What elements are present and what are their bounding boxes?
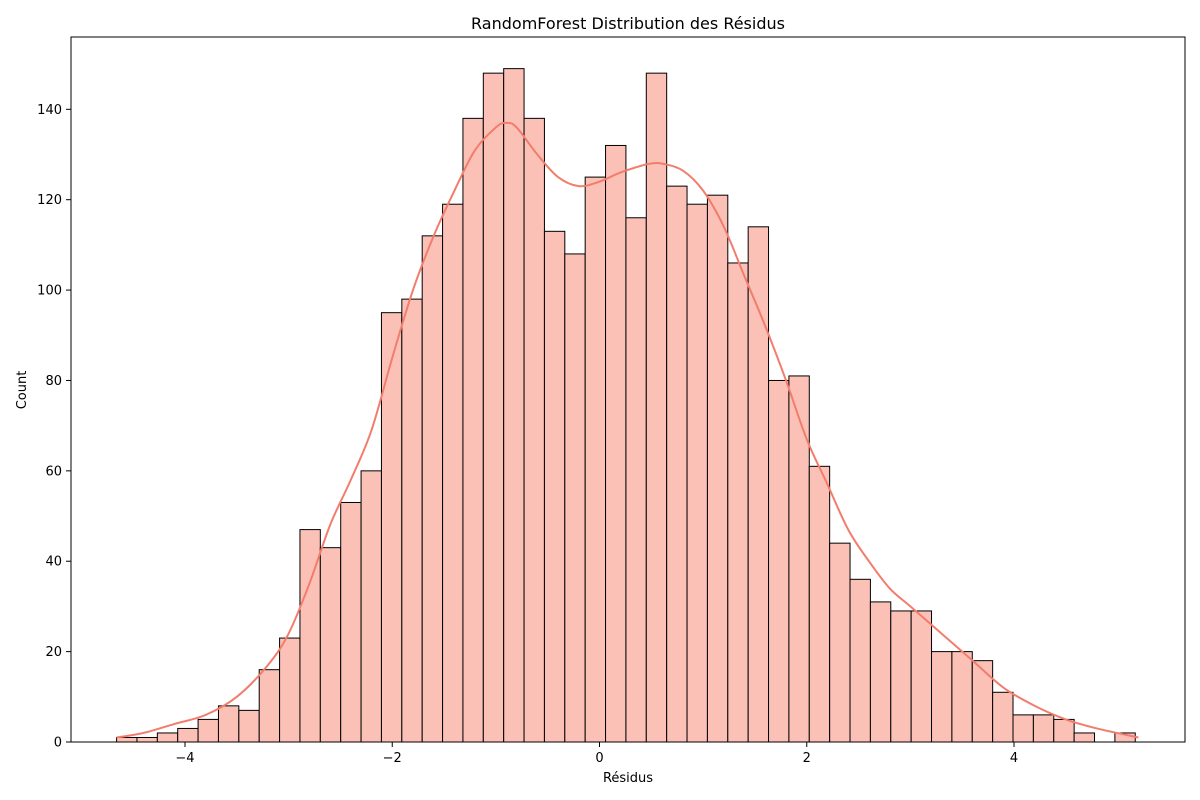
- histogram-bar: [421, 235, 444, 743]
- y-axis-label: Count: [15, 371, 30, 410]
- histogram-bar: [177, 727, 199, 743]
- histogram-bar: [727, 262, 749, 743]
- y-tick-label: 0: [54, 736, 62, 751]
- y-tick-label: 40: [45, 555, 62, 570]
- histogram-bar: [482, 72, 505, 743]
- histogram-bar: [1032, 714, 1055, 743]
- histogram-bar: [564, 253, 586, 743]
- histogram-bar: [768, 379, 790, 743]
- histogram-bar: [462, 117, 484, 743]
- x-tick-label: −4: [175, 751, 194, 766]
- histogram-bar: [319, 547, 342, 743]
- histogram-bar: [238, 709, 260, 743]
- kde-curve: [116, 121, 1139, 739]
- x-axis-label: Résidus: [603, 771, 653, 786]
- histogram-bar: [1073, 732, 1096, 743]
- histogram-bar: [1012, 714, 1034, 743]
- histogram-bar: [645, 72, 668, 743]
- histogram-bar: [279, 637, 301, 743]
- histogram-bar: [951, 651, 973, 743]
- histogram-bar: [116, 736, 138, 743]
- histogram-bar: [849, 578, 871, 743]
- y-tick-label: 120: [37, 193, 62, 208]
- histogram-bar: [788, 375, 810, 743]
- histogram-bar: [401, 298, 423, 743]
- histogram-bar: [258, 669, 281, 743]
- histogram-bar: [890, 610, 912, 743]
- bars-group: [116, 68, 1136, 743]
- y-tick-label: 60: [45, 464, 62, 479]
- histogram-bar: [910, 610, 933, 743]
- x-tick-label: −2: [383, 751, 402, 766]
- histogram-bar: [706, 194, 729, 743]
- y-tick-label: 20: [45, 645, 62, 660]
- histogram-bar: [360, 470, 382, 743]
- histogram-bar: [605, 144, 627, 743]
- histogram-bar: [503, 68, 525, 743]
- histogram-bar: [869, 601, 892, 743]
- histogram-bar: [543, 230, 566, 743]
- x-tick-label: 4: [1010, 751, 1018, 766]
- histogram-bar: [136, 736, 158, 743]
- y-tick-label: 80: [45, 374, 62, 389]
- x-tick-label: 2: [803, 751, 811, 766]
- histogram-bar: [992, 691, 1014, 743]
- histogram-bar: [156, 732, 179, 743]
- histogram-bar: [1053, 718, 1075, 743]
- y-tick-label: 100: [37, 284, 62, 299]
- x-axis-ticks: −4 −2 0 2 4: [175, 742, 1018, 766]
- histogram-bar: [666, 185, 688, 743]
- histogram-bar: [217, 705, 240, 743]
- histogram-bar: [686, 203, 708, 743]
- histogram-bar: [523, 117, 545, 743]
- chart-title: RandomForest Distribution des Résidus: [471, 14, 785, 33]
- histogram-bar: [380, 312, 403, 743]
- histogram-bar: [442, 203, 464, 743]
- histogram-bar: [340, 501, 362, 743]
- histogram-bar: [829, 542, 851, 743]
- histogram-bar: [625, 217, 647, 743]
- x-tick-label: 0: [595, 751, 603, 766]
- histogram-bar: [197, 718, 219, 743]
- histogram-bar: [747, 226, 770, 743]
- histogram-bar: [971, 660, 994, 743]
- plot-frame: [70, 36, 1186, 743]
- histogram-bar: [808, 465, 831, 743]
- y-axis-ticks: 0 20 40 60 80 100 120 140: [37, 103, 71, 751]
- histogram-bar: [584, 176, 607, 743]
- y-tick-label: 140: [37, 103, 62, 118]
- histogram-bar: [931, 651, 953, 743]
